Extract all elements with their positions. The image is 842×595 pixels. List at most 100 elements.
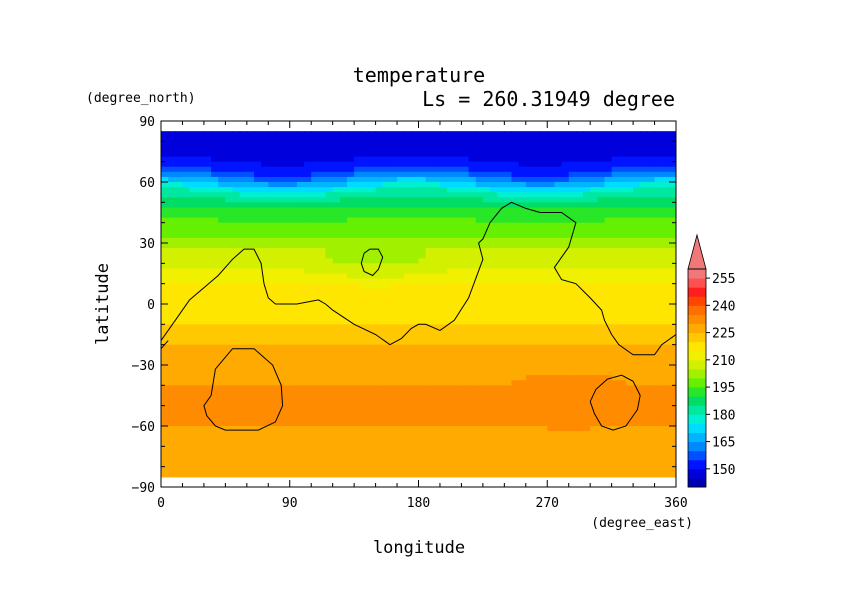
heatmap-cell [518,385,527,392]
heatmap-cell [296,400,305,407]
heatmap-cell [232,446,241,453]
heatmap-cell [318,385,327,392]
heatmap-cell [497,243,505,249]
heatmap-cell [268,441,277,447]
heatmap-cell [368,232,377,239]
heatmap-cell [511,365,520,371]
heatmap-cell [296,456,305,463]
heatmap-cell [532,334,541,341]
heatmap-cell [239,380,248,386]
heatmap-cell [368,466,377,473]
heatmap-cell [611,385,620,392]
heatmap-cell [175,431,184,437]
heatmap-cell [404,212,412,219]
heatmap-cell [218,232,226,239]
heatmap-cell [411,232,420,239]
heatmap-cell [668,359,676,366]
heatmap-cell [547,253,555,259]
heatmap-cell [282,466,291,473]
heatmap-cell [232,370,241,376]
heatmap-cell [175,156,184,163]
heatmap-cell [339,192,348,198]
heatmap-cell [225,304,234,310]
heatmap-cell [597,471,606,478]
heatmap-cell [647,136,656,142]
heatmap-cell [346,309,355,315]
heatmap-cell [568,304,577,310]
heatmap-cell [490,441,498,447]
heatmap-cell [518,319,527,325]
heatmap-cell [640,273,648,280]
heatmap-cell [418,253,427,259]
heatmap-cell [225,176,234,183]
heatmap-cell [253,334,262,341]
heatmap-cell [196,207,205,214]
heatmap-cell [296,426,305,432]
heatmap-cell [368,288,377,295]
heatmap-cell [311,456,319,463]
heatmap-cell [568,273,577,280]
heatmap-cell [411,187,420,193]
heatmap-cell [382,273,391,280]
heatmap-cell [583,370,591,376]
heatmap-cell [411,324,420,331]
heatmap-cell [196,243,205,249]
heatmap-cell [504,131,513,137]
heatmap-cell [375,197,384,203]
heatmap-cell [497,319,505,325]
heatmap-cell [325,400,334,407]
heatmap-cell [482,217,491,224]
heatmap-cell [239,420,248,427]
heatmap-cell [611,273,620,280]
heatmap-cell [583,293,591,300]
heatmap-cell [404,324,412,331]
heatmap-cell [203,431,212,437]
heatmap-cell [304,237,312,244]
heatmap-cell [625,304,634,310]
heatmap-cell [575,187,584,193]
heatmap-cell [454,426,463,432]
heatmap-cell [575,415,584,422]
heatmap-cell [590,268,598,275]
heatmap-cell [189,248,198,254]
heatmap-cell [611,334,620,341]
heatmap-cell [497,405,505,412]
heatmap-cell [361,171,370,178]
heatmap-cell [332,359,341,366]
heatmap-cell [468,151,477,158]
heatmap-cell [275,436,284,442]
heatmap-cell [583,197,591,203]
heatmap-cell [425,202,434,209]
heatmap-cell [518,283,527,290]
heatmap-cell [511,237,520,244]
heatmap-cell [525,283,534,290]
heatmap-cell [218,410,226,417]
heatmap-cell [625,400,634,407]
heatmap-cell [561,253,570,259]
heatmap-cell [532,146,541,153]
heatmap-cell [346,461,355,468]
heatmap-cell [246,253,255,259]
heatmap-cell [475,166,484,173]
heatmap-cell [447,370,455,376]
heatmap-cell [275,395,284,402]
heatmap-cell [211,415,219,422]
heatmap-cell [618,456,627,463]
heatmap-cell [425,466,434,473]
heatmap-cell [296,471,305,478]
heatmap-cell [339,471,348,478]
heatmap-cell [239,273,248,280]
heatmap-cell [239,182,248,188]
heatmap-cell [568,365,577,371]
heatmap-cell [525,212,534,219]
heatmap-cell [311,268,319,275]
heatmap-cell [583,441,591,447]
heatmap-cell [261,324,269,331]
heatmap-cell [318,278,327,285]
heatmap-cell [525,207,534,214]
heatmap-cell [289,319,298,325]
heatmap-cell [332,202,341,209]
heatmap-cell [268,278,277,285]
heatmap-cell [611,151,620,158]
heatmap-cell [239,390,248,397]
